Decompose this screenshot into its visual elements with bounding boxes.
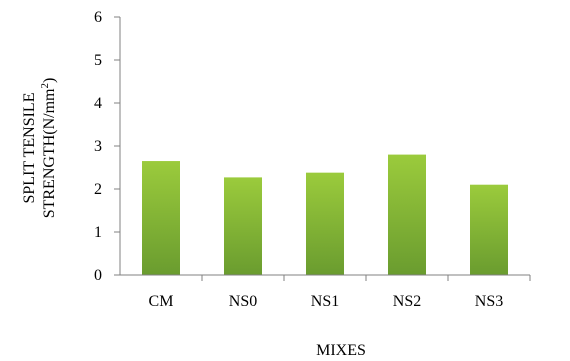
bar-ns0 xyxy=(224,177,262,275)
y-tick-label: 6 xyxy=(94,9,102,26)
y-axis-title-line2: STRENGTH(N/mm2) xyxy=(39,78,58,219)
x-axis-labels: CM NS0 NS1 NS2 NS3 xyxy=(149,275,531,310)
bar-cm xyxy=(142,161,180,275)
y-tick-label: 3 xyxy=(94,138,102,155)
y-tick-label: 5 xyxy=(94,52,102,69)
y-axis-ticks: 0 1 2 3 4 5 6 xyxy=(94,9,120,284)
y-tick-label: 0 xyxy=(94,267,102,284)
bar-ns2 xyxy=(388,154,426,275)
y-axis-title: SPLIT TENSILE STRENGTH(N/mm2) xyxy=(21,78,58,219)
bar-ns3 xyxy=(470,184,508,275)
y-axis-title-line1: SPLIT TENSILE xyxy=(21,93,38,204)
y-tick-label: 1 xyxy=(94,224,102,241)
bar-ns1 xyxy=(306,172,344,275)
x-axis-title: MIXES xyxy=(316,342,366,359)
y-tick-label: 4 xyxy=(94,95,102,112)
y-tick-label: 2 xyxy=(94,181,102,198)
x-tick-label-ns1: NS1 xyxy=(311,293,339,310)
x-tick-label-ns3: NS3 xyxy=(475,293,503,310)
x-tick-label-cm: CM xyxy=(149,293,174,310)
bars-group xyxy=(142,154,508,275)
x-tick-label-ns0: NS0 xyxy=(229,293,257,310)
x-tick-label-ns2: NS2 xyxy=(393,293,421,310)
